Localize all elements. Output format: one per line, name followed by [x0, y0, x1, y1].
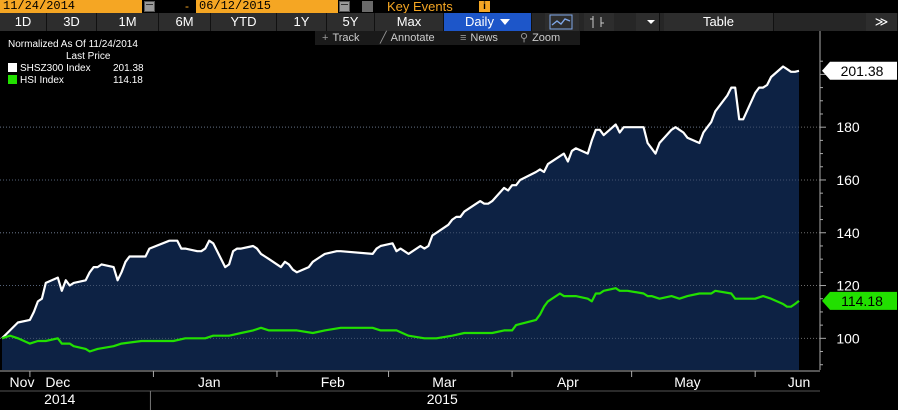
annotate-tool[interactable]: ╱ Annotate [380, 31, 435, 45]
magnifier-icon: ⚲ [520, 32, 529, 44]
end-date-field[interactable]: 06/12/2015 [196, 0, 338, 13]
range-button-ytd[interactable]: YTD [211, 13, 277, 31]
key-events-label[interactable]: Key Events [387, 0, 453, 14]
tag-shape [822, 291, 897, 310]
key-events-checkbox[interactable] [362, 1, 373, 12]
legend-title: Normalized As Of 11/24/2014 [8, 39, 138, 50]
tag-value: 201.38 [841, 63, 884, 79]
x-tick-label: May [674, 374, 700, 390]
line-chart-icon[interactable] [545, 13, 579, 31]
bar-chart-icon[interactable] [584, 13, 614, 31]
x-tick-label: Jan [198, 374, 221, 390]
y-tick-label: 100 [836, 330, 860, 346]
hsi-line [1, 287, 800, 353]
range-button-max[interactable]: Max [375, 13, 444, 31]
calendar-icon[interactable] [144, 1, 155, 12]
date-separator: - [185, 0, 189, 13]
expand-button[interactable]: ≫ [866, 13, 898, 31]
legend-name: HSI Index [20, 75, 64, 86]
chevron-down-icon [647, 20, 655, 24]
tag-shape [822, 61, 897, 80]
legend-entry-hsi: HSI Index 114.18 [8, 75, 143, 87]
last-price-tag-hsi: 114.18 [822, 291, 897, 310]
track-label: Track [332, 32, 360, 44]
calendar-icon[interactable] [339, 1, 350, 12]
frequency-dropdown[interactable]: Daily [444, 13, 532, 31]
year-label: 2015 [427, 391, 458, 407]
x-tick-label: Mar [432, 374, 456, 390]
last-price-tag-shsz300: 201.38 [822, 61, 897, 80]
y-tick-label: 140 [836, 225, 860, 241]
x-tick-label: Jun [788, 374, 811, 390]
annotate-label: Annotate [390, 32, 435, 44]
legend-subtitle: Last Price [66, 51, 111, 62]
zoom-label: Zoom [532, 32, 561, 44]
frequency-label: Daily [465, 14, 494, 29]
x-tick-label: Apr [557, 374, 579, 390]
chevron-down-icon [499, 19, 510, 25]
range-button-5y[interactable]: 5Y [327, 13, 375, 31]
legend-swatch [8, 75, 17, 84]
range-button-1d[interactable]: 1D [0, 13, 47, 31]
y-tick-label: 180 [836, 119, 860, 135]
legend-value: 201.38 [113, 63, 144, 74]
chart-tools-bar [315, 31, 580, 45]
legend-entry-shsz300: SHSZ300 Index 201.38 [8, 63, 144, 75]
start-date-field[interactable]: 11/24/2014 [0, 0, 142, 13]
x-tick-label: Nov [10, 374, 35, 390]
table-button[interactable]: Table [664, 13, 774, 31]
range-button-1m[interactable]: 1M [97, 13, 159, 31]
legend-name: SHSZ300 Index [20, 63, 91, 74]
year-label: 2014 [44, 391, 75, 407]
info-icon[interactable]: i [479, 1, 490, 12]
y-tick-label: 160 [836, 172, 860, 188]
crosshair-icon: + [322, 32, 329, 44]
shsz300-line [1, 65, 800, 340]
pencil-icon: ╱ [380, 32, 387, 44]
range-button-3d[interactable]: 3D [47, 13, 97, 31]
chart-legend: Normalized As Of 11/24/2014 Last Price S… [8, 39, 144, 87]
news-label: News [470, 32, 498, 44]
y-tick-label: 120 [836, 278, 860, 294]
news-icon: ≡ [460, 32, 467, 44]
legend-value: 114.18 [113, 75, 143, 86]
range-button-6m[interactable]: 6M [159, 13, 211, 31]
track-tool[interactable]: + Track [322, 31, 360, 45]
legend-swatch [8, 63, 17, 72]
news-tool[interactable]: ≡ News [460, 31, 498, 45]
x-tick-label: Dec [45, 374, 70, 390]
range-button-1y[interactable]: 1Y [277, 13, 327, 31]
x-tick-label: Feb [321, 374, 345, 390]
zoom-tool[interactable]: ⚲ Zoom [520, 31, 560, 45]
tag-value: 114.18 [841, 293, 883, 309]
shsz300-area [2, 66, 799, 370]
